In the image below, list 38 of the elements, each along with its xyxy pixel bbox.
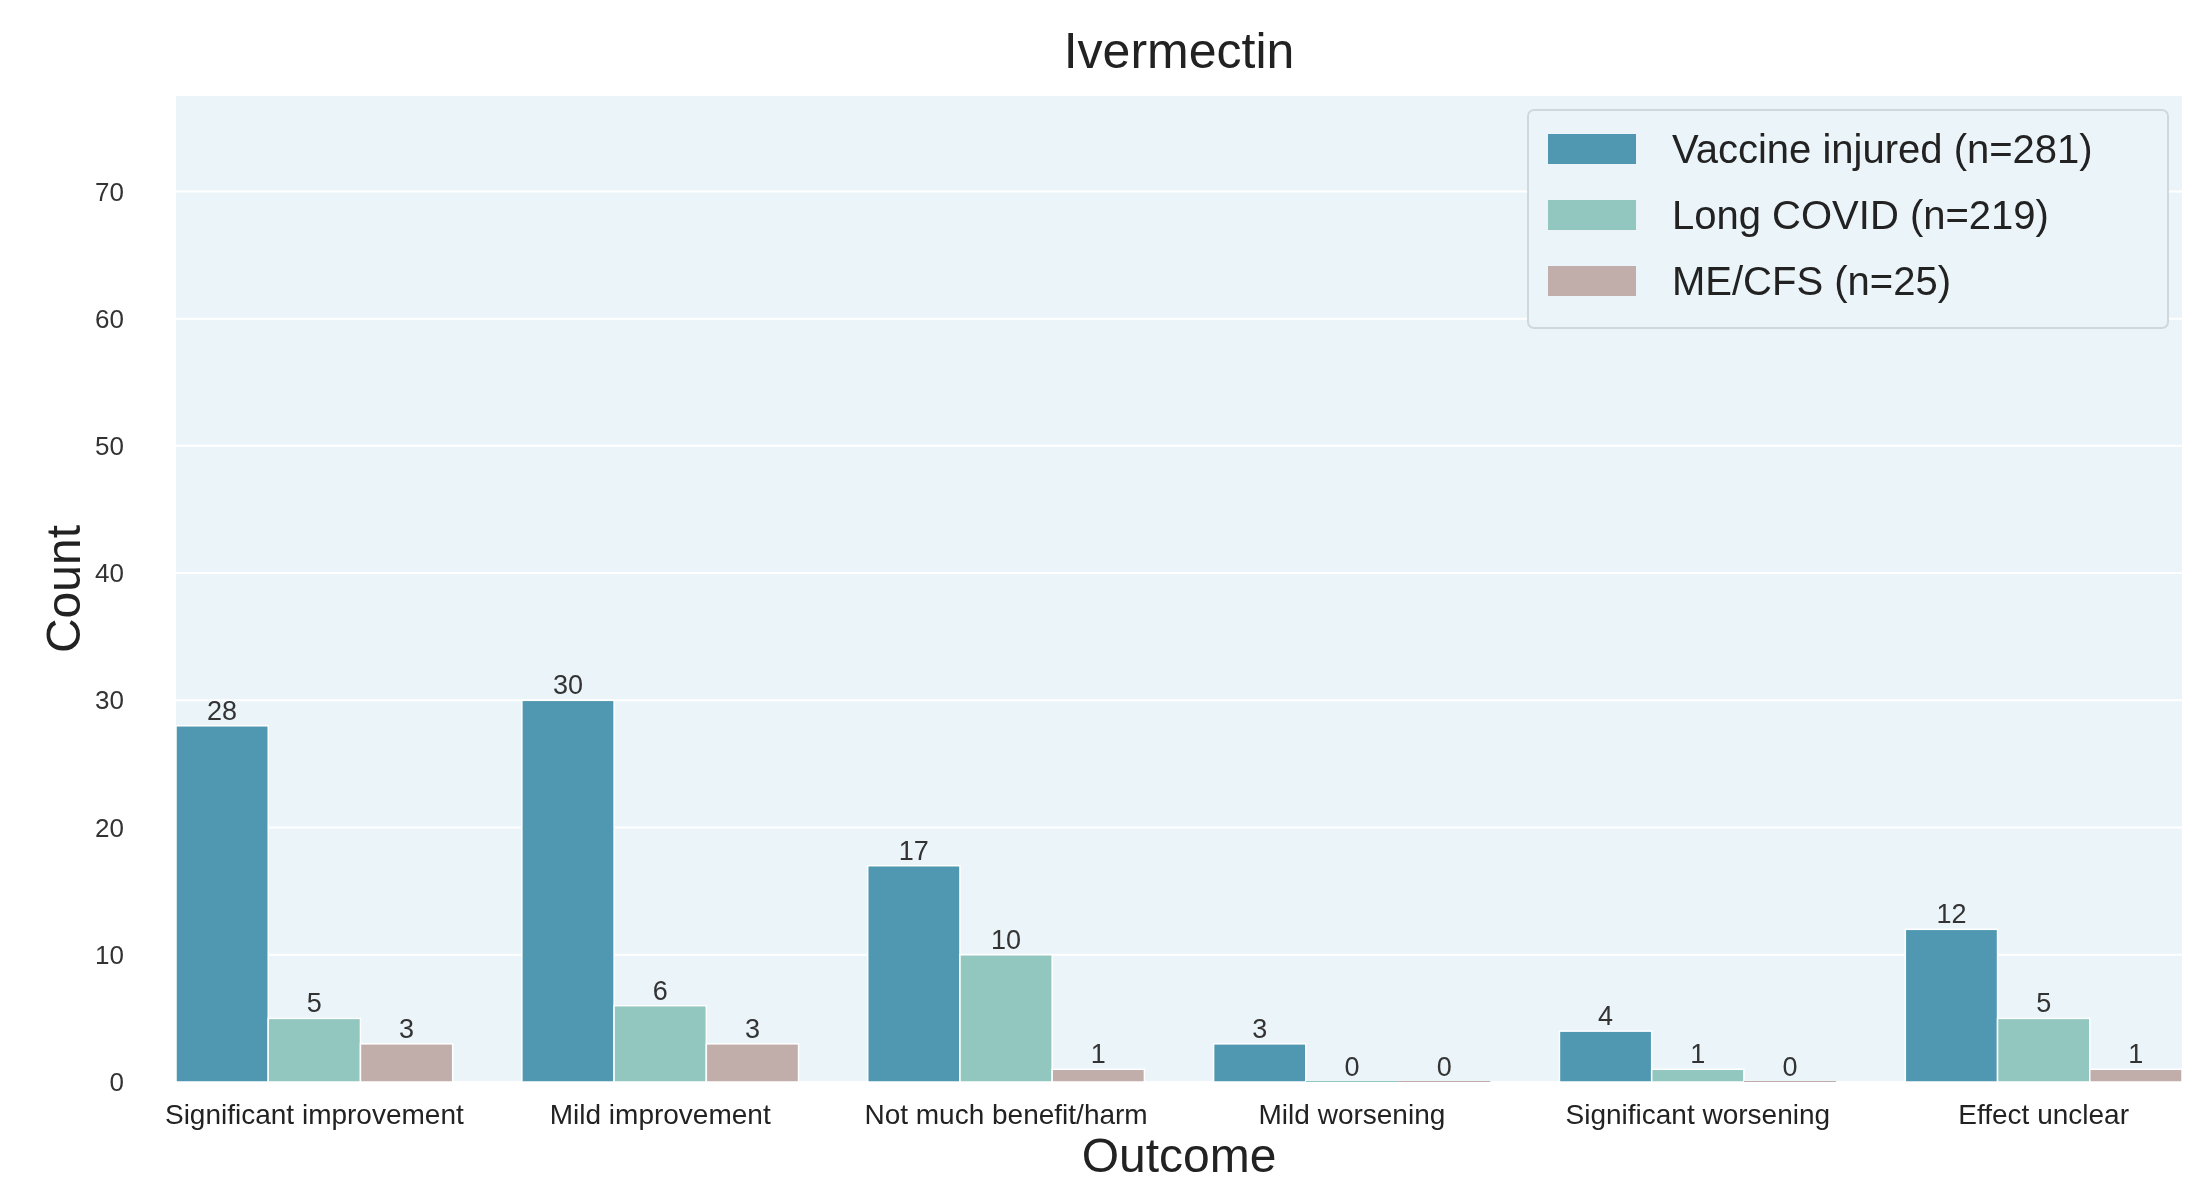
data-label: 6 [652,975,668,1006]
y-tick-label: 20 [95,812,124,843]
y-tick-label: 70 [95,176,124,207]
legend-label: ME/CFS (n=25) [1672,259,1951,303]
data-label: 0 [1344,1052,1360,1082]
data-label: 28 [207,695,238,726]
data-label: 0 [1782,1052,1798,1082]
y-tick-label: 10 [95,939,124,970]
data-label: 12 [1936,899,1967,930]
data-label: 3 [744,1013,760,1044]
data-label: 0 [1436,1052,1452,1082]
y-tick-label: 50 [95,430,124,461]
x-tick-label: Effect unclear [1958,1099,2130,1130]
x-axis-title: Outcome [1081,1129,1277,1182]
legend-label: Long COVID (n=219) [1672,193,2049,237]
data-label: 17 [898,835,929,866]
x-tick-label: Not much benefit/harm [864,1099,1148,1130]
data-label: 5 [2036,988,2052,1019]
y-tick-label: 30 [95,685,124,716]
data-label: 5 [306,988,322,1019]
data-label: 4 [1598,1001,1614,1032]
y-tick-label: 0 [109,1067,124,1098]
legend-label: Vaccine injured (n=281) [1672,127,2093,171]
data-label: 3 [399,1013,415,1044]
data-label: 3 [1252,1013,1268,1044]
y-axis-title: Count [37,524,90,654]
chart-title: Ivermectin [1063,23,1295,79]
y-tick-label: 60 [95,303,124,334]
data-label: 1 [1090,1039,1106,1070]
data-label: 1 [2128,1039,2144,1070]
data-label: 1 [1690,1039,1706,1070]
x-tick-label: Mild improvement [549,1099,771,1130]
data-label: 30 [552,670,583,701]
x-tick-label: Significant improvement [164,1099,464,1130]
x-tick-label: Significant worsening [1565,1099,1831,1130]
y-tick-label: 40 [95,558,124,589]
x-tick-label: Mild worsening [1258,1099,1446,1130]
data-label: 10 [991,924,1022,955]
